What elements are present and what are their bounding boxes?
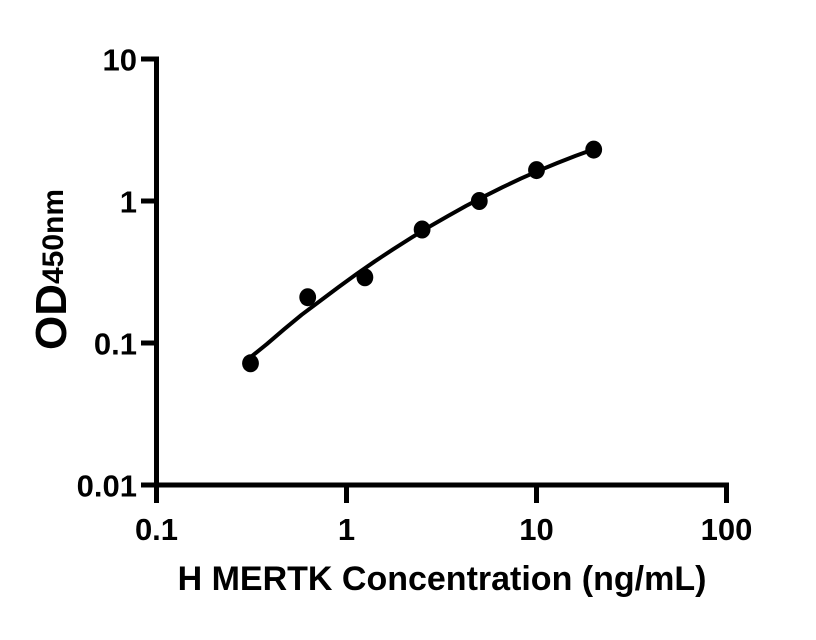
- data-point-marker: [585, 140, 603, 159]
- y-axis-tick-label: 10: [103, 43, 137, 78]
- data-point-marker: [242, 354, 259, 373]
- y-axis-tick-label: 0.01: [77, 469, 137, 504]
- y-axis-title-sub: 450nm: [37, 188, 70, 284]
- y-axis-tick-label: 0.1: [94, 327, 137, 362]
- data-point-marker: [356, 268, 374, 287]
- fitted-curve-line: [245, 147, 596, 362]
- x-axis-tick-label: 100: [701, 512, 753, 547]
- y-axis-tick-label: 1: [120, 185, 137, 220]
- data-point-marker: [413, 220, 431, 239]
- data-point-marker: [470, 192, 488, 210]
- y-axis-title-main: OD: [27, 284, 76, 350]
- x-axis-title: H MERTK Concentration (ng/mL): [177, 560, 707, 598]
- y-axis-title: OD450nm: [27, 188, 76, 350]
- data-point-marker: [299, 288, 317, 307]
- data-point-marker: [528, 161, 545, 180]
- x-axis-tick-label: 10: [519, 512, 553, 547]
- x-axis-tick-label: 1: [338, 512, 355, 547]
- x-axis-tick-label: 0.1: [135, 512, 178, 547]
